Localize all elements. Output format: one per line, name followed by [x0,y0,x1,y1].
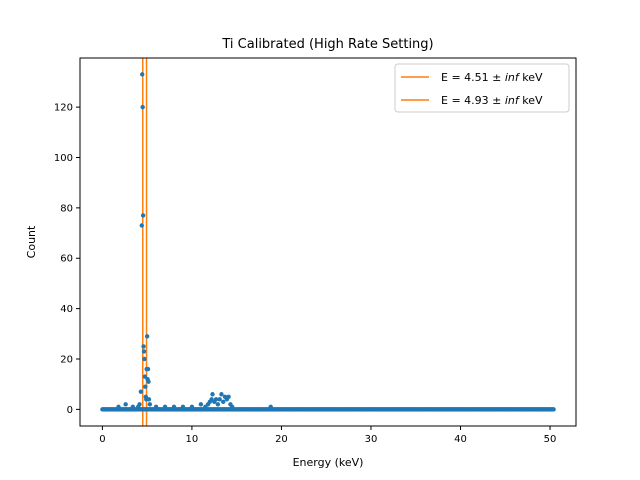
data-point [230,404,235,410]
data-point [217,397,222,402]
legend-label-2: E = 4.93 ± inf keV [441,94,543,107]
data-point [213,397,219,402]
legend-label-1: E = 4.51 ± inf keV [441,71,543,84]
y-tick-label: 80 [60,203,73,214]
data-point [171,404,177,410]
x-axis-ticks: 0 10 20 30 40 50 [99,426,556,445]
legend-box [394,63,570,113]
points-layer [100,72,556,412]
x-tick-label: 40 [454,434,467,445]
data-point [189,404,195,410]
x-tick-label: 50 [544,434,557,445]
data-point [210,392,215,397]
data-point [268,404,273,410]
data-point [140,104,145,110]
data-point [145,366,151,372]
data-point [153,404,159,410]
data-point [551,407,556,412]
data-point [141,349,147,354]
data-point [147,402,153,407]
data-point [144,334,150,339]
vlines-layer [142,58,148,426]
data-point [116,404,121,410]
data-point [123,402,128,407]
data-point [219,392,224,397]
y-tick-label: 20 [60,354,73,365]
x-axis-label: Energy (keV) [293,456,364,469]
data-point [139,223,144,228]
data-point [140,213,146,218]
data-point [146,379,151,384]
data-point [215,402,221,407]
chart-title: Ti Calibrated (High Rate Setting) [221,37,433,52]
data-point [146,397,152,402]
y-tick-label: 120 [54,103,73,114]
x-tick-label: 0 [99,434,105,445]
y-tick-label: 60 [60,254,73,265]
x-tick-label: 10 [186,434,199,445]
x-tick-label: 30 [365,434,378,445]
data-point [180,404,186,410]
legend: E = 4.51 ± inf keV E = 4.93 ± inf keV [394,63,570,113]
data-point [142,356,147,362]
data-point [198,402,204,407]
data-point [143,384,148,389]
y-tick-label: 100 [54,153,73,164]
data-point [138,389,144,394]
x-tick-label: 20 [275,434,288,445]
y-tick-label: 0 [67,405,73,416]
data-point [221,399,226,405]
data-point [162,404,168,410]
plot-area-frame [79,57,577,427]
y-tick-label: 40 [60,304,73,315]
data-point [141,344,146,349]
y-axis-ticks: 0 20 40 60 80 100 120 [54,103,80,416]
data-point [140,72,145,77]
data-point [137,402,142,407]
data-point [130,404,136,410]
data-point [226,394,231,399]
y-axis-label: Count [25,225,38,258]
